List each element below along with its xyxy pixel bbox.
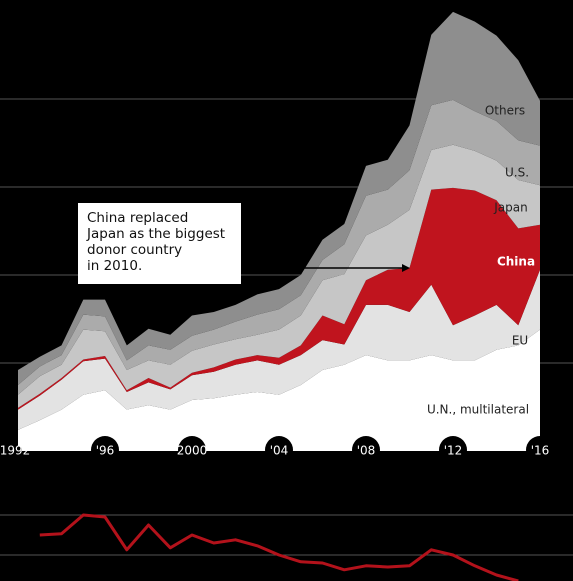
series-label: Others: [485, 104, 525, 118]
area: [18, 99, 540, 395]
annotation-text: donor country: [87, 242, 182, 258]
x-tick-label: '12: [444, 444, 463, 458]
area: [18, 329, 540, 451]
annotation-text: China replaced: [87, 210, 188, 226]
area: [18, 269, 540, 430]
area: [18, 11, 540, 386]
tick-circle: [91, 436, 119, 464]
line: [39, 513, 519, 581]
x-tick-label: '16: [531, 444, 550, 458]
series-label: U.S.: [505, 166, 529, 180]
series-label: U.N., multilateral: [427, 403, 529, 417]
arrow-head: [402, 264, 410, 272]
annotation-text: in 2010.: [87, 258, 142, 274]
x-tick-label: '96: [96, 444, 115, 458]
x-tick-label: '08: [357, 444, 376, 458]
annotation-box: [78, 203, 241, 284]
x-tick-label: 2000: [177, 444, 208, 458]
tick-circle: [265, 436, 293, 464]
tick-circle: [526, 436, 554, 464]
tick-circle: [178, 436, 206, 464]
tick-circle: [352, 436, 380, 464]
series-label: EU: [512, 334, 528, 348]
annotation-text: Japan as the biggest: [86, 226, 225, 242]
x-tick-label: '04: [270, 444, 289, 458]
series-label: China: [497, 255, 535, 269]
area: [18, 144, 540, 408]
tick-circle: [439, 436, 467, 464]
x-tick-label: 1992: [0, 444, 30, 458]
tick-circle: [14, 446, 22, 454]
area: [18, 187, 540, 410]
series-label: Japan: [493, 201, 527, 215]
